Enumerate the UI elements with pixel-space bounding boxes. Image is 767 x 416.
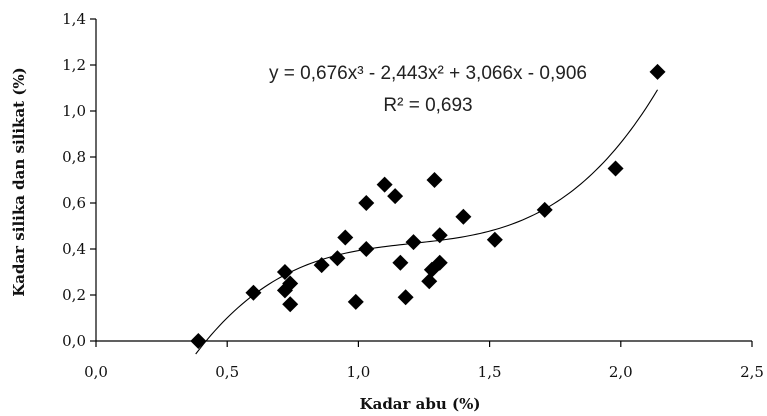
data-point: [347, 293, 364, 310]
data-point: [387, 188, 404, 205]
y-tick-label: 0,6: [62, 194, 86, 212]
x-tick-label: 2,0: [609, 363, 633, 381]
data-point: [607, 160, 624, 177]
data-point: [313, 257, 330, 274]
y-tick-label: 0,8: [62, 148, 86, 166]
y-tick-label: 1,4: [62, 10, 86, 28]
x-axis-ticks: 0,0 0,5 1,0 1,5 2,0 2,5: [84, 341, 764, 381]
data-point: [392, 254, 409, 271]
data-point: [486, 231, 503, 248]
y-tick-label: 0,2: [62, 286, 86, 304]
x-tick-label: 0,5: [215, 363, 239, 381]
data-point: [421, 273, 438, 290]
data-point: [329, 250, 346, 267]
data-point: [455, 208, 472, 225]
trendline-equation: y = 0,676x³ - 2,443x² + 3,066x - 0,906: [269, 63, 587, 84]
plot-area: 0,0 0,2 0,4 0,6 0,8 1,0 1,2 1,4 0,0 0,5 1,0 1,5 2,0…: [62, 10, 764, 381]
data-point: [358, 241, 375, 257]
y-tick-label: 1,0: [62, 102, 86, 120]
x-tick-label: 2,5: [740, 363, 764, 381]
x-tick-label: 0,0: [84, 363, 108, 381]
data-point: [282, 275, 299, 292]
x-tick-label: 1,0: [346, 363, 370, 381]
data-point: [405, 234, 422, 251]
data-point: [426, 172, 443, 188]
data-point: [276, 264, 293, 280]
trendline-curve: [195, 89, 659, 355]
data-point: [245, 284, 262, 301]
data-point: [337, 229, 354, 246]
y-tick-label: 0,0: [62, 332, 86, 350]
y-tick-label: 0,4: [62, 240, 86, 258]
x-axis-title: Kadar abu (%): [360, 395, 481, 413]
y-tick-label: 1,2: [62, 56, 86, 74]
y-axis-title: Kadar silika dan silikat (%): [10, 67, 28, 297]
data-point: [431, 254, 448, 271]
data-point: [358, 195, 375, 211]
data-point: [282, 296, 299, 313]
data-points: [190, 63, 666, 349]
data-point: [431, 227, 448, 244]
data-point: [536, 201, 553, 218]
data-point: [190, 333, 207, 349]
data-point: [376, 176, 393, 193]
data-point: [397, 289, 414, 306]
y-axis-ticks: 0,0 0,2 0,4 0,6 0,8 1,0 1,2 1,4: [62, 10, 96, 350]
trendline-r-squared: R² = 0,693: [383, 95, 472, 116]
data-point: [649, 63, 666, 80]
x-tick-label: 1,5: [478, 363, 502, 381]
